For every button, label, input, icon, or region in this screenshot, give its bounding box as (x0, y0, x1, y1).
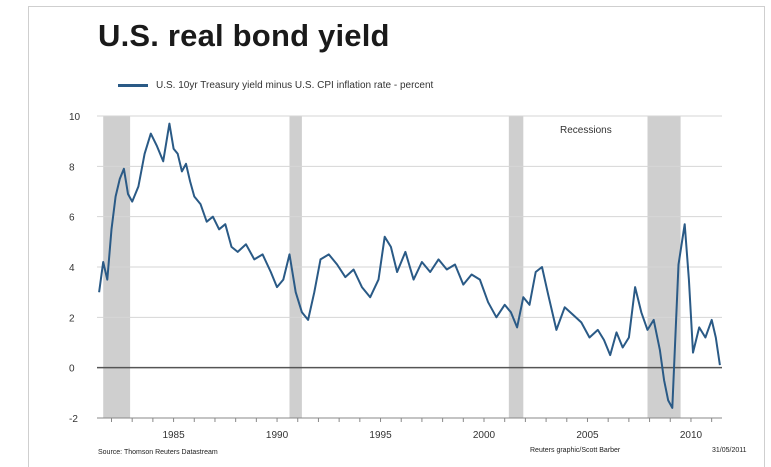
x-tick-label: 2010 (680, 430, 703, 441)
y-axis-ticks: -2 0 2 4 6 8 10 (69, 112, 81, 425)
legend-label: U.S. 10yr Treasury yield minus U.S. CPI … (156, 80, 434, 91)
y-tick-label: 6 (69, 213, 75, 224)
y-tick-label: 10 (69, 112, 81, 123)
x-tick-label: 1995 (369, 430, 392, 441)
x-tick-label: 2005 (576, 430, 599, 441)
y-tick-label: 8 (69, 162, 75, 173)
x-tick-label: 1985 (162, 430, 185, 441)
y-tick-label: 2 (69, 313, 75, 324)
legend-swatch (118, 84, 148, 87)
y-tick-label: 4 (69, 263, 75, 274)
y-tick-label: -2 (69, 414, 78, 425)
chart-title: U.S. real bond yield (98, 18, 390, 53)
x-tick-label: 1990 (266, 430, 289, 441)
x-axis-ticks: 1985 1990 1995 2000 2005 2010 (110, 418, 713, 441)
source-note: Source: Thomson Reuters Datastream (98, 449, 218, 456)
recessions-annotation: Recessions (560, 125, 612, 136)
chart-frame (28, 6, 765, 467)
credit-date: 31/05/2011 (712, 447, 747, 454)
y-tick-label: 0 (69, 364, 75, 375)
x-tick-label: 2000 (473, 430, 496, 441)
series-line-real-yield (98, 122, 721, 409)
chart-legend: U.S. 10yr Treasury yield minus U.S. CPI … (118, 80, 433, 91)
credit-note: Reuters graphic/Scott Barber (530, 447, 621, 454)
